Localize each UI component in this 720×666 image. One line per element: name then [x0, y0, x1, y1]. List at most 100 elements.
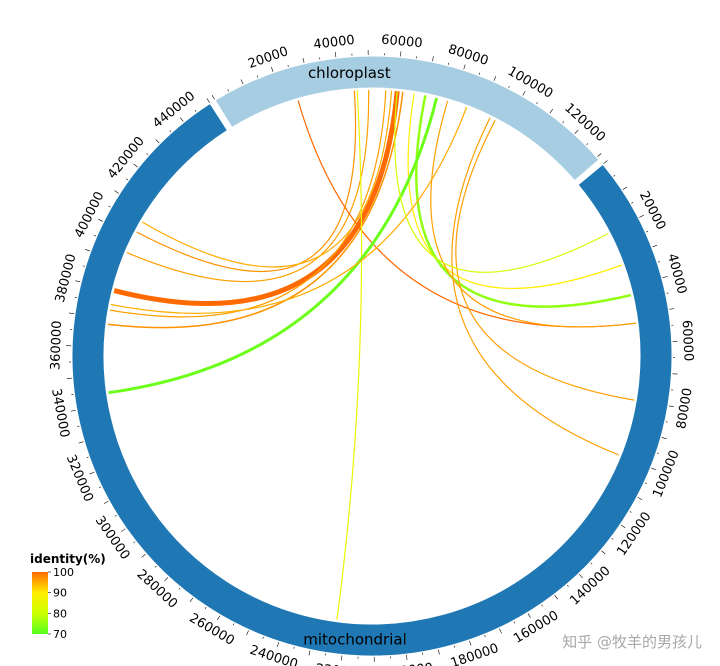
segment-label-chloroplast: chloroplast [308, 64, 391, 82]
tick-mark [651, 467, 657, 471]
link-10 [108, 97, 439, 395]
tick-mark [522, 90, 526, 96]
tick-mark [227, 89, 229, 92]
legend-title: identity(%) [30, 552, 106, 566]
tick-mark [232, 623, 235, 626]
tick-mark [493, 76, 497, 81]
tick-mark [178, 587, 181, 590]
tick-mark [590, 562, 593, 565]
tick-label: 380000 [53, 252, 80, 304]
tick-mark [335, 52, 337, 58]
link-12 [110, 107, 468, 314]
tick-mark [527, 613, 531, 618]
link-13 [451, 117, 620, 456]
tick-mark [69, 312, 75, 314]
tick-label: 60000 [679, 320, 696, 362]
link-2 [109, 90, 387, 318]
tick-mark [276, 642, 280, 648]
tick-mark [146, 153, 149, 156]
tick-label: 80000 [674, 387, 696, 430]
tick-mark [93, 235, 97, 237]
link-11 [430, 100, 637, 328]
tick-mark [70, 409, 76, 412]
tick-mark [469, 640, 472, 646]
link-14 [455, 120, 635, 401]
tick-mark [629, 511, 632, 513]
tick-mark [562, 121, 565, 124]
tick-mark [133, 163, 138, 168]
legend-tick-label: 70 [53, 628, 67, 641]
tick-mark [89, 471, 95, 475]
tick-mark [613, 174, 616, 177]
tick-mark [508, 85, 510, 88]
tick-mark [206, 98, 210, 103]
tick-mark [246, 630, 249, 636]
tick-mark [657, 261, 660, 263]
tick-mark [189, 597, 194, 603]
tick-mark [652, 244, 658, 248]
link-4 [126, 89, 370, 283]
tick-mark [271, 66, 274, 72]
tick-mark [536, 102, 538, 105]
tick-mark [302, 57, 305, 63]
tick-mark [453, 645, 455, 648]
tick-mark [484, 635, 486, 638]
tick-mark [308, 650, 311, 656]
tick-mark [133, 541, 136, 544]
tick-label: 80000 [446, 42, 490, 69]
tick-mark [85, 249, 90, 252]
link-15 [394, 91, 609, 273]
tick-mark [620, 524, 626, 529]
link-3 [136, 90, 357, 273]
tick-mark [644, 482, 647, 485]
tick-mark [75, 280, 81, 283]
tick-mark [78, 441, 84, 444]
tick-mark [432, 56, 434, 62]
tick-mark [549, 108, 554, 114]
tick-mark [669, 308, 675, 310]
tick-mark [262, 636, 264, 639]
tick-label: 340000 [48, 387, 72, 439]
tick-mark [597, 153, 602, 157]
link-1 [107, 91, 404, 329]
tick-mark [86, 456, 89, 459]
tick-mark [155, 139, 160, 144]
tick-mark [668, 405, 674, 408]
tick-mark [586, 143, 589, 146]
link-7 [336, 90, 363, 620]
tick-mark [103, 500, 109, 504]
tick-mark [114, 190, 119, 194]
tick-mark [438, 649, 440, 655]
tick-mark [108, 205, 111, 208]
tick-mark [499, 628, 502, 634]
tick-mark [194, 109, 197, 112]
segments-layer: chloroplast mitochondrial [71, 55, 673, 657]
tick-label: 20000 [246, 44, 290, 72]
tick-label: 40000 [664, 252, 689, 296]
segment-label-mitochondrial: mitochondrial [303, 631, 407, 649]
segment-chloroplast [214, 55, 600, 182]
tick-mark [478, 72, 480, 75]
tick-mark [603, 160, 608, 164]
tick-mark [637, 497, 643, 500]
tick-mark [601, 550, 606, 555]
tick-label: 240000 [248, 643, 300, 666]
tick-mark [240, 79, 244, 85]
tick-mark [98, 218, 103, 222]
tick-mark [574, 129, 579, 134]
tick-mark [541, 604, 543, 607]
tick-mark [211, 94, 215, 100]
tick-label: 180000 [449, 641, 501, 666]
legend-tick-label: 80 [53, 607, 67, 620]
tick-mark [631, 202, 634, 204]
tick-mark [554, 595, 558, 600]
tick-mark [579, 574, 583, 579]
links-layer [107, 89, 637, 620]
segment-mitochondrial [71, 102, 673, 657]
tick-mark [121, 528, 126, 532]
tick-label: 40000 [313, 33, 356, 53]
watermark: 知乎 @牧羊的男孩儿 [562, 633, 702, 651]
tick-mark [646, 230, 649, 233]
